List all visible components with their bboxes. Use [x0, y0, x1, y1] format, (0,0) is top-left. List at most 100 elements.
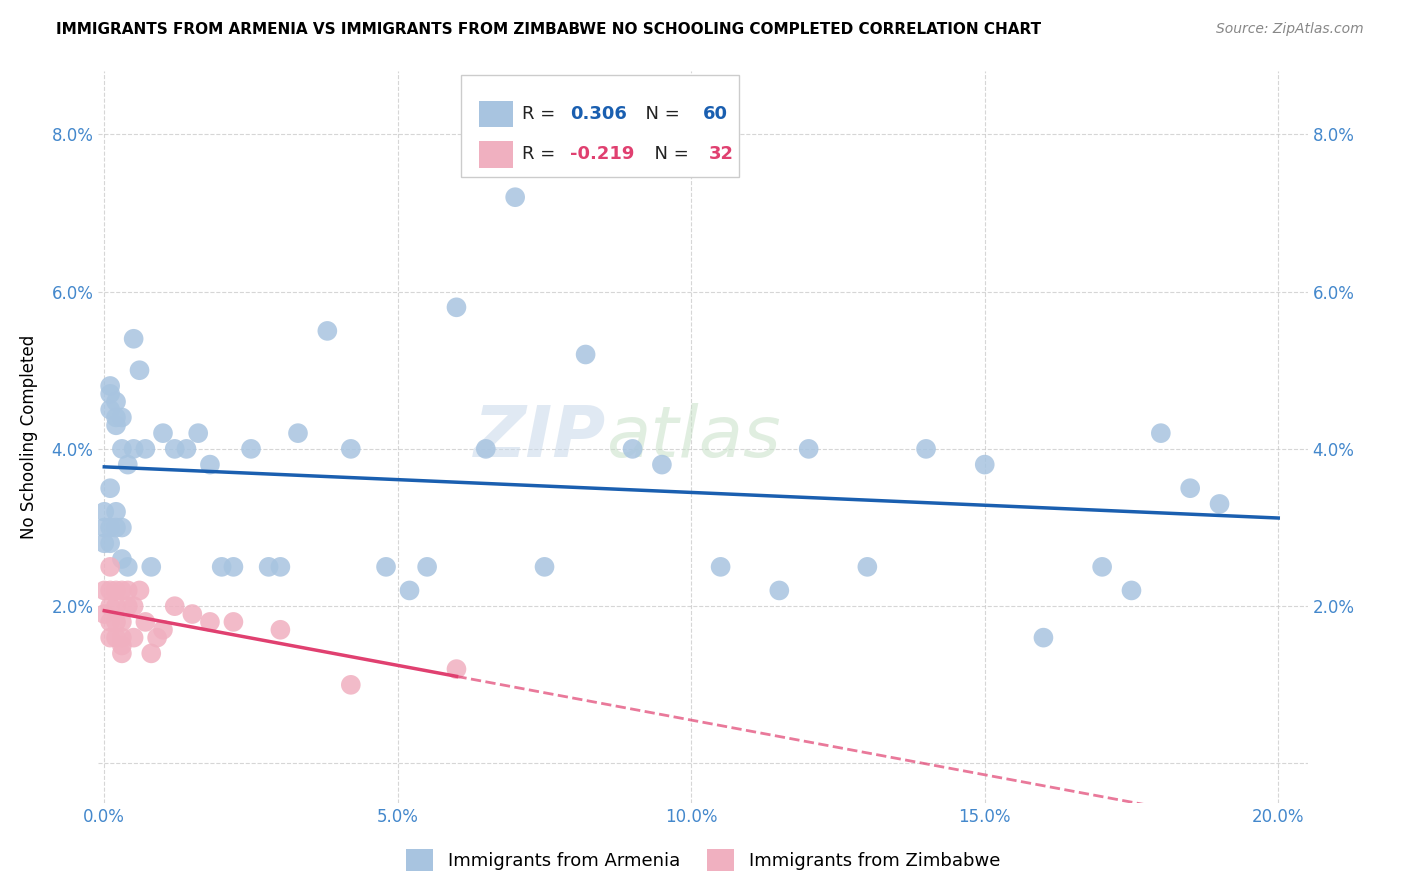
- Point: [122, 442, 145, 456]
- Point: [340, 442, 363, 456]
- Point: [111, 583, 134, 598]
- Point: [105, 520, 128, 534]
- Point: [105, 410, 128, 425]
- Point: [446, 301, 468, 315]
- Point: [198, 458, 221, 472]
- Point: [93, 583, 115, 598]
- Point: [117, 599, 139, 614]
- Text: R =: R =: [522, 105, 561, 123]
- Point: [398, 583, 420, 598]
- Point: [416, 559, 439, 574]
- Point: [111, 631, 134, 645]
- Point: [105, 583, 128, 598]
- Point: [117, 583, 139, 598]
- Text: 0.306: 0.306: [569, 105, 627, 123]
- Text: -0.219: -0.219: [569, 145, 634, 163]
- Point: [111, 639, 134, 653]
- Text: Source: ZipAtlas.com: Source: ZipAtlas.com: [1216, 22, 1364, 37]
- Text: ZIP: ZIP: [474, 402, 606, 472]
- Point: [98, 402, 121, 417]
- Point: [98, 583, 121, 598]
- Point: [973, 458, 995, 472]
- Text: R =: R =: [522, 145, 561, 163]
- Point: [93, 607, 115, 621]
- Text: N =: N =: [643, 145, 695, 163]
- Text: 60: 60: [703, 105, 728, 123]
- Point: [128, 363, 150, 377]
- Point: [287, 426, 309, 441]
- Point: [98, 559, 121, 574]
- Point: [446, 662, 468, 676]
- Point: [475, 442, 498, 456]
- Point: [375, 559, 398, 574]
- Point: [163, 442, 186, 456]
- Point: [269, 623, 291, 637]
- Point: [503, 190, 526, 204]
- Point: [111, 646, 134, 660]
- Point: [93, 505, 115, 519]
- Point: [710, 559, 733, 574]
- Point: [111, 615, 134, 629]
- Point: [211, 559, 233, 574]
- Point: [768, 583, 790, 598]
- FancyBboxPatch shape: [461, 75, 740, 178]
- Point: [141, 559, 163, 574]
- Point: [105, 394, 128, 409]
- Point: [533, 559, 555, 574]
- Point: [117, 559, 139, 574]
- Point: [1180, 481, 1202, 495]
- Point: [269, 559, 291, 574]
- Point: [98, 536, 121, 550]
- Legend: Immigrants from Armenia, Immigrants from Zimbabwe: Immigrants from Armenia, Immigrants from…: [399, 842, 1007, 879]
- Point: [111, 520, 134, 534]
- Point: [111, 410, 134, 425]
- Point: [222, 615, 245, 629]
- Point: [134, 615, 156, 629]
- Point: [1121, 583, 1143, 598]
- Point: [316, 324, 339, 338]
- Point: [122, 332, 145, 346]
- Point: [198, 615, 221, 629]
- Point: [93, 536, 115, 550]
- Point: [111, 442, 134, 456]
- Point: [575, 347, 598, 361]
- Point: [797, 442, 820, 456]
- Point: [111, 552, 134, 566]
- Point: [105, 599, 128, 614]
- Point: [98, 599, 121, 614]
- Point: [98, 520, 121, 534]
- Point: [98, 387, 121, 401]
- Point: [122, 599, 145, 614]
- Point: [163, 599, 186, 614]
- Point: [105, 615, 128, 629]
- Point: [181, 607, 204, 621]
- Point: [98, 615, 121, 629]
- Text: N =: N =: [634, 105, 686, 123]
- Text: IMMIGRANTS FROM ARMENIA VS IMMIGRANTS FROM ZIMBABWE NO SCHOOLING COMPLETED CORRE: IMMIGRANTS FROM ARMENIA VS IMMIGRANTS FR…: [56, 22, 1042, 37]
- Point: [1091, 559, 1114, 574]
- Point: [105, 631, 128, 645]
- Y-axis label: No Schooling Completed: No Schooling Completed: [20, 335, 38, 539]
- Point: [128, 583, 150, 598]
- Text: 32: 32: [709, 145, 734, 163]
- Point: [152, 426, 174, 441]
- Text: atlas: atlas: [606, 402, 780, 472]
- Point: [176, 442, 198, 456]
- Point: [222, 559, 245, 574]
- Point: [187, 426, 209, 441]
- Point: [98, 631, 121, 645]
- Point: [1208, 497, 1230, 511]
- Point: [122, 631, 145, 645]
- Point: [93, 520, 115, 534]
- Point: [915, 442, 938, 456]
- Point: [856, 559, 879, 574]
- Point: [98, 379, 121, 393]
- Point: [117, 458, 139, 472]
- Point: [105, 418, 128, 433]
- Point: [621, 442, 644, 456]
- Point: [98, 481, 121, 495]
- FancyBboxPatch shape: [479, 141, 513, 168]
- Point: [1032, 631, 1054, 645]
- Point: [134, 442, 156, 456]
- Point: [340, 678, 363, 692]
